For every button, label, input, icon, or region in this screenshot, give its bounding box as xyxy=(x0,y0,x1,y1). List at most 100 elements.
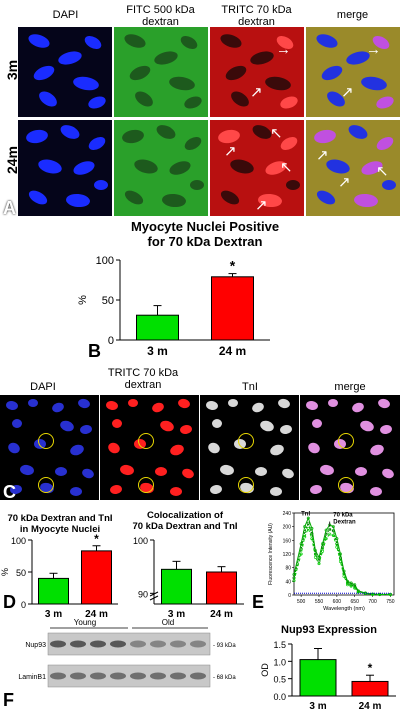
nucleus xyxy=(58,122,82,142)
roi-circle xyxy=(238,477,254,493)
data-point xyxy=(306,521,310,525)
nucleus xyxy=(313,128,337,145)
nucleus xyxy=(360,74,388,93)
data-point xyxy=(303,525,307,529)
data-point xyxy=(342,574,346,578)
data-point xyxy=(353,586,357,590)
y-tick-label: 160 xyxy=(283,538,292,544)
y-tick-label: 1.0 xyxy=(273,657,286,667)
panel-a-header-2-line-1: dextran xyxy=(238,16,275,28)
panel-f-title: Nup93 Expression xyxy=(281,624,377,636)
nucleus xyxy=(79,424,93,435)
data-point xyxy=(331,529,335,533)
nucleus xyxy=(248,49,276,67)
nucleus xyxy=(50,401,66,414)
band-label: LaminB1 xyxy=(18,674,46,681)
nucleus xyxy=(65,192,91,209)
category-label: 3 m xyxy=(309,701,326,712)
y-axis-label: % xyxy=(77,295,89,305)
panel-c-header-2-line-0: TnI xyxy=(242,381,258,393)
data-point xyxy=(324,532,328,536)
band-size-label: - 93 kDa xyxy=(213,643,236,649)
data-point xyxy=(292,579,296,583)
data-point xyxy=(299,552,303,556)
panel-d-left-title-line-0: 70 kDa Dextran and TnI xyxy=(7,513,113,524)
nucleus xyxy=(132,157,160,176)
x-tick-label: 500 xyxy=(297,599,306,605)
bar xyxy=(206,571,237,605)
nucleus xyxy=(355,467,367,476)
nucleus xyxy=(328,399,338,407)
nucleus xyxy=(77,397,91,410)
nucleus xyxy=(228,399,238,407)
nucleus xyxy=(223,62,249,84)
blot-band xyxy=(50,672,66,680)
panel-a-header-3-line-0: merge xyxy=(336,9,369,21)
nucleus xyxy=(122,187,146,208)
nucleus xyxy=(106,440,122,456)
arrow-icon: ↗ xyxy=(224,143,237,160)
nucleus xyxy=(168,74,196,93)
tile-merge-24m: ↗ ↗ ↖ xyxy=(306,120,400,216)
category-label: 24 m xyxy=(210,609,233,620)
tile-tritc-3m: → ↗ xyxy=(210,27,304,117)
annotation-tni: TnI xyxy=(301,512,310,518)
bar xyxy=(299,659,337,697)
nucleus xyxy=(314,187,338,208)
chart-d-left: 0 50 100% 3 m 24 m * xyxy=(0,534,118,620)
nucleus xyxy=(312,419,322,428)
tile-c-tni xyxy=(200,395,299,500)
nucleus xyxy=(6,440,22,456)
data-point xyxy=(313,555,317,559)
y-axis-label: OD xyxy=(260,663,270,677)
bar xyxy=(136,314,179,341)
nucleus xyxy=(314,31,340,51)
series-line xyxy=(293,521,391,595)
nucleus xyxy=(305,400,319,411)
data-point xyxy=(310,531,314,535)
blot-band xyxy=(70,672,86,680)
chart-e: 0 40 80 120 160 200 240 500 550 600 650 700 750 Wavel… xyxy=(268,511,395,612)
data-point xyxy=(321,545,325,549)
data-point xyxy=(378,593,382,597)
y-axis-label: % xyxy=(0,568,10,576)
nucleus xyxy=(368,442,386,458)
header-tritc: TRITC 70 kDa dextran xyxy=(208,4,305,28)
nucleus xyxy=(112,419,122,428)
nucleus xyxy=(168,442,186,458)
nucleus xyxy=(346,122,370,142)
panel-b-title-line-1: for 70 kDa Dextran xyxy=(147,234,263,249)
nucleus xyxy=(250,401,266,414)
data-point xyxy=(328,527,332,531)
nucleus xyxy=(82,33,104,52)
panel-label-a: A xyxy=(3,198,16,218)
y-tick-label: 40 xyxy=(285,579,291,585)
data-point xyxy=(346,583,350,587)
nucleus xyxy=(219,463,235,477)
panel-c-header-1-line-0: TRITC 70 kDa xyxy=(107,367,179,379)
y-tick-label: 80 xyxy=(285,566,291,572)
axis-break-icon xyxy=(149,591,159,601)
nucleus xyxy=(218,31,244,51)
panel-c-header-1-line-1: dextran xyxy=(124,379,162,391)
nucleus xyxy=(26,187,50,208)
nucleus xyxy=(56,49,84,67)
blot-band xyxy=(150,640,166,648)
nucleus xyxy=(128,399,138,407)
panel-a-header-2-line-0: TRITC 70 kDa xyxy=(221,4,292,16)
significance-marker: * xyxy=(368,661,373,675)
blot-band xyxy=(70,640,86,648)
nucleus xyxy=(353,192,379,209)
nucleus xyxy=(72,74,100,93)
nucleus xyxy=(374,134,396,153)
roi-circle xyxy=(138,433,154,449)
nucleus xyxy=(86,134,108,153)
nucleus xyxy=(36,88,60,110)
y-tick-label: 90 xyxy=(138,589,148,599)
tile-c-dapi xyxy=(0,395,99,500)
nucleus xyxy=(31,62,57,84)
arrow-icon: ↗ xyxy=(316,147,329,164)
nucleus xyxy=(309,484,323,495)
data-point xyxy=(303,530,307,534)
blot-band xyxy=(170,672,186,680)
